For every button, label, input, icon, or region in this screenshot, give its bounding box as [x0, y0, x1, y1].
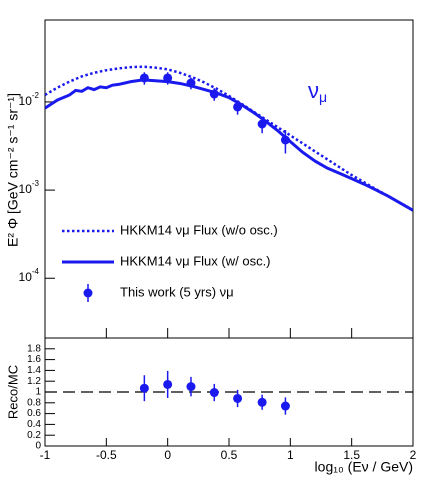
data-point: [257, 397, 267, 407]
y-tick-label: 10-4: [19, 267, 40, 284]
y-tick-label: 10-3: [19, 179, 40, 196]
x-tick-label: -1: [40, 448, 51, 462]
x-tick-label: 1: [287, 448, 294, 462]
legend-marker: [83, 288, 93, 298]
y-tick-label: 1: [35, 387, 41, 398]
ratio-y-axis-label: Reco/MC: [5, 365, 20, 419]
annotation-text: ν: [308, 78, 319, 103]
legend-label: HKKM14 νμ Flux (w/o osc.): [120, 222, 278, 237]
y-axis-label: E² Φ [GeV cm⁻² s⁻¹ sr⁻¹]: [5, 93, 21, 247]
x-tick-label: 2: [410, 448, 417, 462]
data-point: [280, 135, 290, 145]
y-tick-exponent: -2: [32, 91, 40, 100]
data-point: [257, 119, 267, 129]
y-tick-label: 1.2: [27, 376, 41, 387]
data-point: [139, 73, 149, 83]
y-tick-exponent: -4: [32, 267, 40, 276]
y-tick-base: 10: [19, 94, 33, 108]
data-point: [163, 73, 173, 83]
y-tick-base: 10: [19, 270, 33, 284]
y-tick-label: 0.4: [27, 419, 41, 430]
y-tick-label: 0.6: [27, 408, 41, 419]
data-point: [209, 89, 219, 99]
y-tick-label: 0.2: [27, 430, 41, 441]
data-point: [280, 401, 290, 411]
legend-label: This work (5 yrs) νμ: [120, 284, 234, 299]
x-tick-label: 0: [164, 448, 171, 462]
y-tick-label: 1.6: [27, 354, 41, 365]
data-point: [209, 388, 219, 398]
y-tick-label: 0: [35, 441, 41, 452]
data-point: [233, 393, 243, 403]
data-point: [233, 102, 243, 112]
annotation: νμ: [308, 78, 327, 105]
data-point: [139, 383, 149, 393]
y-tick-base: 10: [19, 182, 33, 196]
y-tick-label: 1.8: [27, 343, 41, 354]
y-tick-label: 0.8: [27, 397, 41, 408]
flux-line: [45, 65, 413, 212]
y-tick-label: 1.4: [27, 365, 41, 376]
x-tick-label: 1.5: [343, 448, 360, 462]
y-tick-label: 10-2: [19, 91, 40, 108]
x-tick-label: 0.5: [221, 448, 238, 462]
annotation-sub: μ: [319, 89, 327, 105]
data-point: [163, 379, 173, 389]
x-axis-label: log₁₀ (Eν / GeV): [315, 459, 413, 475]
data-point: [186, 78, 196, 88]
data-point: [186, 382, 196, 392]
y-tick-exponent: -3: [32, 179, 40, 188]
legend-label: HKKM14 νμ Flux (w/ osc.): [120, 253, 271, 268]
flux-line: [45, 78, 413, 212]
x-tick-label: -0.5: [96, 448, 117, 462]
